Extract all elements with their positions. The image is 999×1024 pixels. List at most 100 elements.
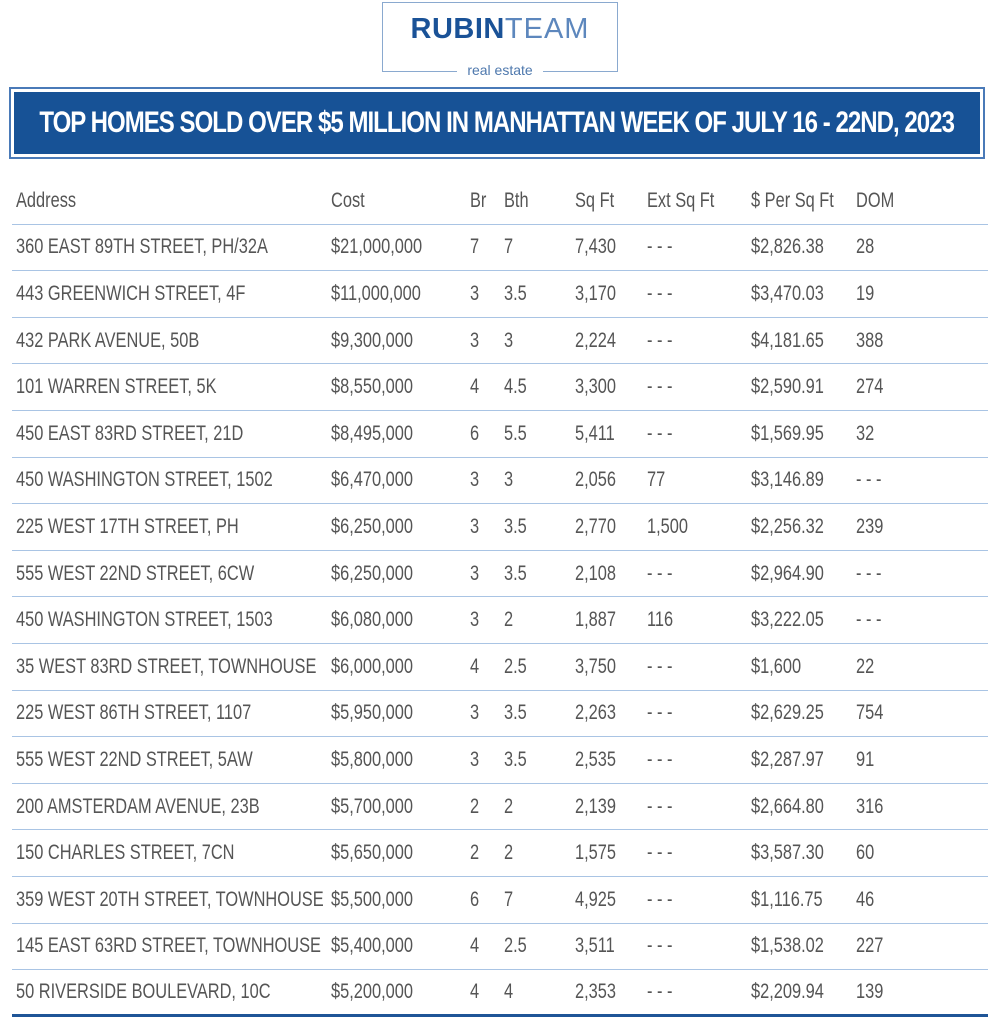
cell-bth: 3 — [504, 458, 516, 504]
cell-bth-text: 3 — [504, 468, 514, 492]
cell-address-text: 450 EAST 83RD STREET, 21D — [16, 421, 244, 445]
cell-sqft: 5,411 — [575, 411, 626, 457]
cell-sqft-text: 2,770 — [575, 514, 616, 538]
cell-sqft-text: 2,108 — [575, 561, 616, 585]
cell-address-text: 443 GREENWICH STREET, 4F — [16, 281, 246, 305]
cell-address: 225 WEST 17TH STREET, PH — [16, 504, 302, 550]
cell-price-per-sqft-text: $3,470.03 — [751, 281, 824, 305]
cell-price-per-sqft: $2,629.25 — [751, 691, 844, 737]
cell-address: 443 GREENWICH STREET, 4F — [16, 271, 310, 317]
cell-address: 35 WEST 83RD STREET, TOWNHOUSE — [16, 644, 401, 690]
cell-cost-text: $6,080,000 — [331, 608, 413, 632]
cell-address: 359 WEST 20TH STREET, TOWNHOUSE — [16, 877, 410, 923]
cell-sqft-text: 3,300 — [575, 375, 616, 399]
cell-cost: $5,500,000 — [331, 877, 436, 923]
cell-dom-text: 28 — [856, 235, 875, 259]
title-banner: TOP HOMES SOLD OVER $5 MILLION IN MANHAT… — [9, 87, 985, 159]
cell-cost-text: $5,650,000 — [331, 841, 413, 865]
cell-bth-text: 7 — [504, 887, 514, 911]
cell-bth: 3.5 — [504, 504, 533, 550]
cell-br: 4 — [470, 924, 482, 970]
cell-dom-text: 91 — [856, 747, 875, 771]
cell-address: 145 EAST 63RD STREET, TOWNHOUSE — [16, 924, 407, 970]
cell-cost-text: $5,800,000 — [331, 747, 413, 771]
cell-dom: 754 — [856, 691, 891, 737]
cell-dom: 274 — [856, 364, 891, 410]
cell-br-text: 6 — [470, 421, 480, 445]
cell-ext-sqft-text: - - - — [647, 328, 673, 352]
cell-address: 432 PARK AVENUE, 50B — [16, 318, 251, 364]
cell-ext-sqft-text: 116 — [647, 608, 674, 632]
cell-cost-text: $6,000,000 — [331, 654, 413, 678]
cell-ext-sqft-text: - - - — [647, 375, 673, 399]
cell-price-per-sqft: $3,146.89 — [751, 458, 844, 504]
cell-ext-sqft: - - - — [647, 691, 680, 737]
cell-bth: 5.5 — [504, 411, 533, 457]
cell-br: 2 — [470, 830, 482, 876]
cell-cost: $5,800,000 — [331, 737, 436, 783]
cell-cost-text: $6,250,000 — [331, 561, 413, 585]
cell-address-text: 450 WASHINGTON STREET, 1503 — [16, 608, 273, 632]
cell-address: 50 RIVERSIDE BOULEVARD, 10C — [16, 970, 342, 1014]
cell-bth-text: 3.5 — [504, 747, 527, 771]
cell-price-per-sqft-text: $3,222.05 — [751, 608, 824, 632]
cell-sqft-text: 2,535 — [575, 747, 616, 771]
table-row: 555 WEST 22ND STREET, 5AW $5,800,000 3 3.5 2… — [12, 737, 988, 784]
page-title: TOP HOMES SOLD OVER $5 MILLION IN MANHAT… — [39, 106, 956, 139]
table-header-row: Address Cost Br Bth Sq Ft Ext Sq Ft $ Pe… — [12, 178, 988, 225]
cell-address: 150 CHARLES STREET, 7CN — [16, 830, 296, 876]
cell-br: 4 — [470, 364, 482, 410]
cell-price-per-sqft: $3,587.30 — [751, 830, 844, 876]
cell-address: 360 EAST 89TH STREET, PH/32A — [16, 225, 339, 271]
cell-sqft: 7,430 — [575, 225, 628, 271]
cell-address-text: 432 PARK AVENUE, 50B — [16, 328, 200, 352]
table-row: 35 WEST 83RD STREET, TOWNHOUSE $6,000,000… — [12, 644, 988, 691]
cell-cost-text: $6,470,000 — [331, 468, 413, 492]
cell-br: 3 — [470, 318, 482, 364]
cell-sqft: 3,511 — [575, 924, 626, 970]
cell-bth-text: 4 — [504, 979, 514, 1003]
cell-br: 3 — [470, 458, 482, 504]
cell-br-text: 3 — [470, 281, 480, 305]
table-row: 432 PARK AVENUE, 50B $9,300,000 3 3 2,224 - -… — [12, 318, 988, 365]
cell-cost-text: $8,550,000 — [331, 375, 413, 399]
cell-ext-sqft-text: - - - — [647, 887, 673, 911]
cell-price-per-sqft-text: $2,209.94 — [751, 979, 824, 1003]
cell-price-per-sqft-text: $4,181.65 — [751, 328, 824, 352]
table-row: 50 RIVERSIDE BOULEVARD, 10C $5,200,000 4 4 2… — [12, 970, 988, 1017]
table-row: 443 GREENWICH STREET, 4F $11,000,000 3 3.5 3… — [12, 271, 988, 318]
header-br: Br — [470, 188, 487, 212]
cell-dom-text: 19 — [856, 281, 875, 305]
cell-sqft: 1,887 — [575, 597, 628, 643]
cell-address: 101 WARREN STREET, 5K — [16, 364, 273, 410]
cell-price-per-sqft-text: $1,538.02 — [751, 934, 824, 958]
header-dom: DOM — [856, 188, 895, 212]
cell-cost-text: $5,950,000 — [331, 701, 413, 725]
header-ext-sqft: Ext Sq Ft — [647, 188, 715, 212]
cell-br-text: 3 — [470, 747, 480, 771]
cell-ext-sqft: - - - — [647, 784, 680, 830]
cell-address: 200 AMSTERDAM AVENUE, 23B — [16, 784, 328, 830]
cell-br: 3 — [470, 691, 482, 737]
cell-bth-text: 4.5 — [504, 375, 527, 399]
cell-sqft-text: 3,750 — [575, 654, 616, 678]
cell-dom-text: 139 — [856, 979, 884, 1003]
cell-ext-sqft: - - - — [647, 411, 680, 457]
cell-dom: 46 — [856, 877, 879, 923]
cell-address-text: 225 WEST 86TH STREET, 1107 — [16, 701, 252, 725]
header-bth: Bth — [504, 188, 529, 212]
cell-cost: $6,080,000 — [331, 597, 436, 643]
cell-cost: $5,950,000 — [331, 691, 436, 737]
cell-br-text: 4 — [470, 375, 480, 399]
cell-ext-sqft-text: 1,500 — [647, 514, 688, 538]
cell-ext-sqft: - - - — [647, 737, 680, 783]
cell-dom-text: 32 — [856, 421, 875, 445]
cell-dom-text: 22 — [856, 654, 875, 678]
logo-subtitle-wrap: real estate — [383, 62, 617, 78]
cell-dom-text: - - - — [856, 561, 882, 585]
cell-ext-sqft-text: - - - — [647, 841, 673, 865]
cell-sqft-text: 4,925 — [575, 887, 616, 911]
cell-dom: 19 — [856, 271, 879, 317]
cell-br-text: 4 — [470, 979, 480, 1003]
cell-br-text: 6 — [470, 887, 480, 911]
